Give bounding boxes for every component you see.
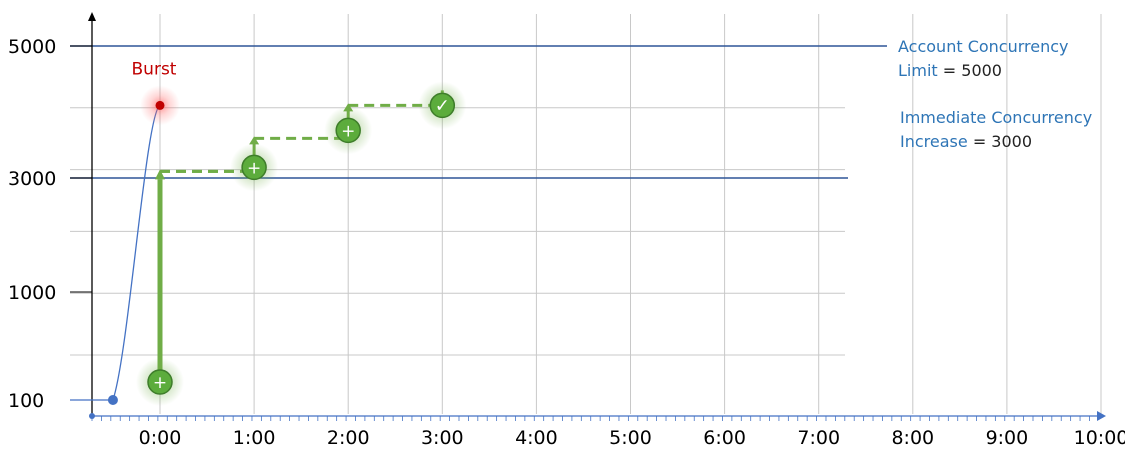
plus-icon: + <box>153 373 167 393</box>
y-tick-label: 1000 <box>8 282 56 304</box>
reference-lines <box>70 45 887 179</box>
y-tick-label: 3000 <box>8 168 56 190</box>
plus-marker <box>241 154 267 181</box>
x-tick-label: 9:00 <box>986 427 1029 449</box>
plus-icon: + <box>341 121 355 141</box>
y-tick-label: 5000 <box>8 36 56 58</box>
burst-point <box>155 100 165 110</box>
burst-label: Burst <box>132 59 177 79</box>
y-axis-arrow <box>88 12 96 21</box>
step-up-arrowhead <box>249 136 260 145</box>
burst-step-arrowhead <box>155 169 165 180</box>
x-tick-label: 8:00 <box>891 427 934 449</box>
immediate-increase-key: Immediate Concurrency Increase <box>900 108 1093 151</box>
account-limit-value: = 5000 <box>942 61 1002 80</box>
x-tick-label: 3:00 <box>421 427 464 449</box>
tick-labels: 0:00 1:00 2:00 3:00 4:00 5:00 6:00 7:00 8:00 9:00… <box>8 36 1125 449</box>
x-tick-label: 7:00 <box>797 427 840 449</box>
x-axis-arrow <box>1097 411 1106 421</box>
x-tick-label: 2:00 <box>327 427 370 449</box>
x-tick-label: 6:00 <box>703 427 746 449</box>
account-limit-key: Account Concurrency Limit <box>898 37 1069 80</box>
x-tick-label: 5:00 <box>609 427 652 449</box>
check-icon: ✓ <box>435 95 450 116</box>
series: Burst <box>70 59 180 405</box>
start-dot <box>107 395 118 405</box>
concurrency-curve <box>112 104 161 401</box>
x-tick-label: 10:00 <box>1074 427 1125 449</box>
plus-marker <box>147 369 173 395</box>
steps <box>155 90 448 382</box>
plus-icon: + <box>247 158 261 178</box>
account-limit-label: Account Concurrency Limit = 5000 <box>898 35 1098 83</box>
plus-marker <box>335 117 361 144</box>
markers: + + + ✓ <box>136 81 467 406</box>
immediate-increase-value: = 3000 <box>972 132 1033 151</box>
x-tick-label: 1:00 <box>233 427 276 449</box>
check-marker <box>429 92 456 119</box>
x-tick-label: 4:00 <box>515 427 558 449</box>
x-tick-label: 0:00 <box>139 427 182 449</box>
immediate-increase-label: Immediate Concurrency Increase = 3000 <box>900 106 1110 154</box>
y-tick-label: 100 <box>8 390 44 412</box>
